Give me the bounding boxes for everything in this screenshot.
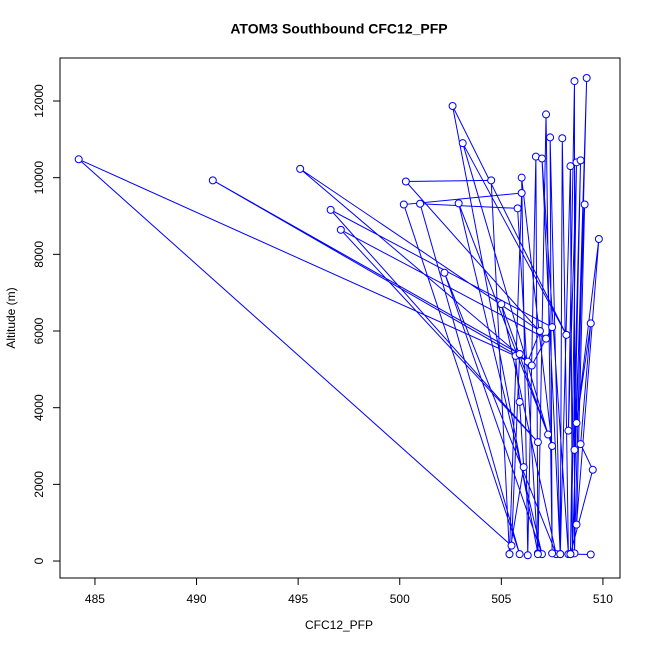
data-point	[507, 541, 516, 550]
data-point	[548, 549, 557, 558]
data-point	[548, 323, 557, 332]
y-axis-label: Altitude (m)	[4, 287, 18, 348]
data-point	[542, 110, 551, 119]
data-point	[586, 319, 595, 328]
data-point	[564, 426, 573, 435]
y-tick-label: 8000	[32, 241, 46, 268]
data-point	[208, 176, 217, 185]
data-point	[519, 463, 528, 472]
data-point	[296, 164, 305, 173]
data-point	[586, 550, 595, 559]
data-point	[576, 440, 585, 449]
y-tick-label: 12000	[32, 84, 46, 118]
data-point	[458, 139, 467, 148]
data-point	[336, 225, 345, 234]
data-point	[576, 156, 585, 165]
data-point	[544, 430, 553, 439]
x-tick-label: 505	[491, 592, 511, 606]
data-point	[537, 154, 546, 163]
data-point	[548, 442, 557, 451]
data-point	[558, 134, 567, 143]
data-point	[517, 189, 526, 198]
data-point	[513, 204, 522, 213]
data-point	[399, 200, 408, 209]
x-tick-label: 500	[390, 592, 410, 606]
data-point	[497, 300, 506, 309]
x-tick-label: 485	[85, 592, 105, 606]
data-point	[582, 74, 591, 83]
y-tick-label: 4000	[32, 394, 46, 421]
data-point	[440, 268, 449, 277]
y-tick-label: 6000	[32, 317, 46, 344]
data-point	[533, 438, 542, 447]
data-point	[572, 520, 581, 529]
data-point	[533, 550, 542, 559]
data-point	[505, 550, 514, 559]
x-axis-label: CFC12_PFP	[305, 618, 373, 632]
data-point	[517, 173, 526, 182]
plot-frame	[59, 57, 621, 579]
data-point	[515, 397, 524, 406]
y-tick-label: 10000	[32, 161, 46, 195]
data-point	[570, 445, 579, 454]
data-point	[566, 550, 575, 559]
chart-title: ATOM3 Southbound CFC12_PFP	[230, 21, 447, 37]
data-point	[572, 419, 581, 428]
data-point	[523, 551, 532, 560]
y-tick-label: 0	[32, 557, 46, 564]
data-point	[546, 133, 555, 142]
data-point	[535, 327, 544, 336]
data-point	[588, 465, 597, 474]
data-point	[556, 550, 565, 559]
data-point	[570, 77, 579, 86]
x-tick-label: 495	[288, 592, 308, 606]
data-point	[401, 177, 410, 186]
x-tick-label: 510	[593, 592, 613, 606]
data-point	[74, 155, 83, 164]
data-point	[454, 199, 463, 208]
data-point	[326, 205, 335, 214]
data-point	[515, 350, 524, 359]
y-tick-label: 2000	[32, 471, 46, 498]
data-point	[594, 235, 603, 244]
data-point	[515, 550, 524, 559]
data-point	[416, 199, 425, 208]
data-point	[542, 334, 551, 343]
data-point	[448, 101, 457, 110]
data-point	[487, 176, 496, 185]
x-tick-label: 490	[187, 592, 207, 606]
data-point	[527, 361, 536, 370]
data-point	[562, 330, 571, 339]
data-point	[566, 162, 575, 171]
data-point	[580, 200, 589, 209]
